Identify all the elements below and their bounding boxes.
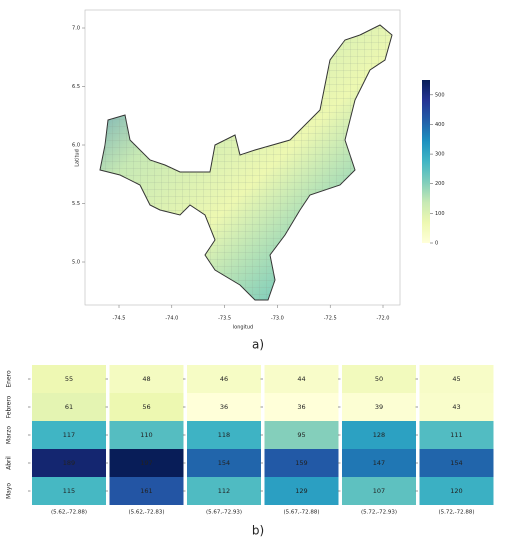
row-label: Abril [6,456,13,470]
heatmap-cell [109,365,184,393]
heatmap-cell [264,365,339,393]
y-tick-label: 5.5 [72,201,80,207]
colorbar-tick-label: 500 [435,92,445,98]
y-tick-label: 6.5 [72,84,80,90]
cell-value: 120 [450,487,462,495]
heatmap-cell [187,393,261,421]
cell-value: 56 [142,403,150,411]
panel-label: (5.67,-72.88) [283,510,319,516]
y-axis-label: Latitud [75,149,81,167]
heatmap-cell [342,449,416,477]
cell-value: 107 [373,487,385,495]
colorbar-tick-label: 400 [435,122,445,128]
panel-label: (5.62,-72.83) [128,510,164,516]
colorbar-tick-label: 200 [435,181,445,187]
cell-value: 44 [297,375,305,383]
caption: b) [252,524,264,538]
x-axis-label: longitud [233,325,253,331]
cell-value: 39 [375,403,383,411]
cell-value: 189 [63,459,75,467]
cell-value: 197 [140,459,152,467]
heatmap-cell [419,365,494,393]
x-tick-label: -72.5 [324,316,337,322]
heatmap-cell [264,421,339,449]
cell-value: 36 [297,403,305,411]
heatmap-cell [32,365,106,393]
cell-value: 45 [452,375,460,383]
heatmap-cell [32,477,106,505]
cell-value: 147 [373,459,385,467]
cell-value: 95 [297,431,305,439]
heatmap-cell [187,449,261,477]
cell-value: 110 [140,431,152,439]
heatmap-cell [264,477,339,505]
heatmap-cell [32,449,106,477]
heatmap-cell [419,421,494,449]
cell-value: 159 [295,459,307,467]
heatmap-cell [32,421,106,449]
heatmap-cell [342,365,416,393]
cell-value: 129 [295,487,307,495]
cell-value: 36 [220,403,228,411]
heatmap-cell [32,393,106,421]
cell-value: 154 [218,459,230,467]
y-tick-label: 5.0 [72,260,80,266]
cell-value: 154 [450,459,462,467]
panel-label: (5.67,-72.93) [206,510,242,516]
heatmap-cell [187,365,261,393]
heatmap-cell [419,449,494,477]
heatmap-cell [342,421,416,449]
row-label: Marzo [6,426,13,444]
y-tick-label: 6.0 [72,143,80,149]
cell-value: 48 [142,375,150,383]
map-region [99,24,393,301]
heatmap-cell [264,449,339,477]
y-tick-label: 7.0 [72,26,80,32]
heatmap-cell [342,393,416,421]
panel-label: (5.72,-72.93) [361,510,397,516]
caption: a) [252,338,264,352]
heatmap-cell [342,477,416,505]
cell-value: 111 [450,431,462,439]
colorbar-tick-label: 300 [435,152,445,158]
cell-value: 128 [373,431,385,439]
panel-label: (5.62,-72.88) [51,510,87,516]
row-label: Enero [6,370,13,388]
panel-label: (5.72,-72.88) [438,510,474,516]
heatmap-cell [109,449,184,477]
cell-value: 61 [65,403,73,411]
cell-value: 46 [220,375,228,383]
cell-value: 55 [65,375,73,383]
heatmap-cell [109,421,184,449]
x-tick-label: -72.0 [377,316,390,322]
cell-value: 115 [63,487,75,495]
x-tick-label: -73.5 [218,316,231,322]
cell-value: 112 [218,487,230,495]
heatmap-cell [109,477,184,505]
cell-value: 117 [63,431,75,439]
colorbar-tick-label: 100 [435,211,445,217]
heatmap-cell [187,477,261,505]
heatmap-cell [109,393,184,421]
cell-value: 161 [140,487,152,495]
heatmap-cell [187,421,261,449]
heatmap-cell [264,393,339,421]
cell-value: 50 [375,375,383,383]
colorbar-tick-label: 0 [435,241,438,247]
x-tick-label: -73.0 [271,316,284,322]
heatmap-cell [419,477,494,505]
x-tick-label: -74.0 [165,316,178,322]
row-label: Mayo [6,483,13,499]
row-label: Febrero [6,395,13,418]
colorbar [422,80,430,243]
x-tick-label: -74.5 [113,316,126,322]
cell-value: 43 [452,403,460,411]
heatmap-cell [419,393,494,421]
cell-value: 118 [218,431,230,439]
